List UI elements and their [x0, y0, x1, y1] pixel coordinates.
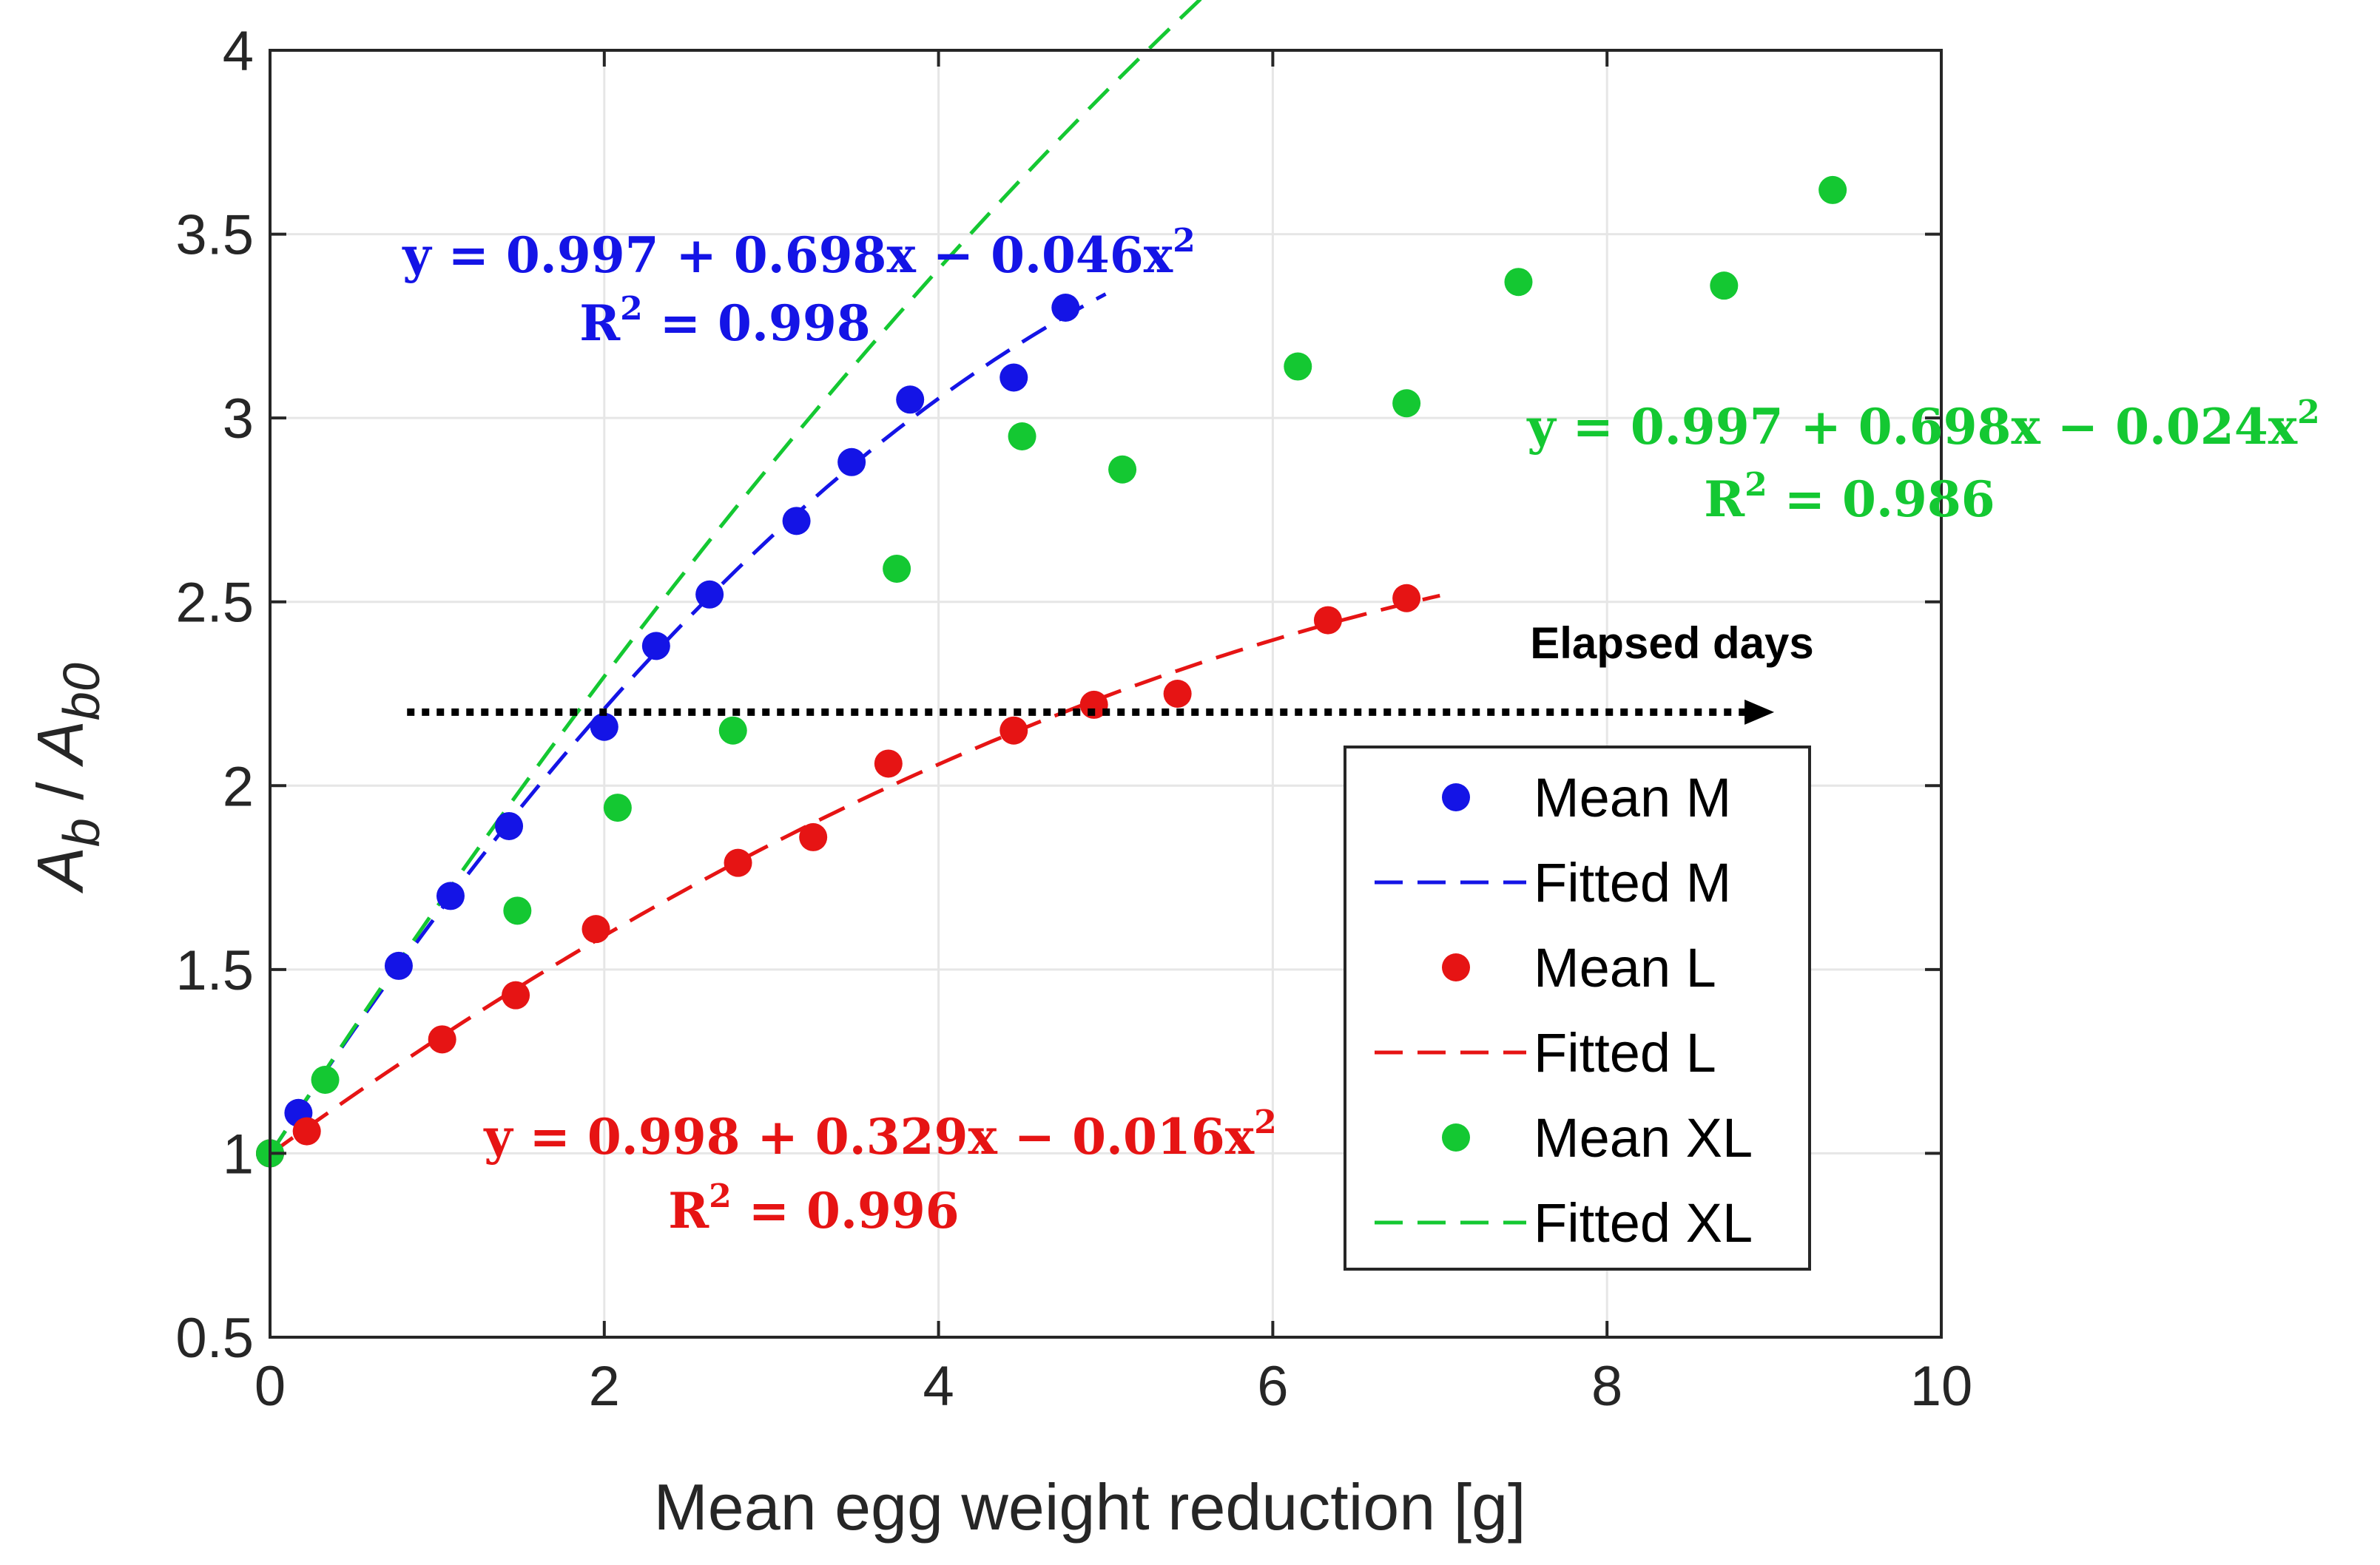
fitted-curves	[268, 0, 1440, 1156]
point-series-0	[999, 363, 1028, 392]
legend-marker-1	[1442, 953, 1470, 981]
point-series-1	[428, 1025, 456, 1054]
r-squared-superscript: 2	[1744, 466, 1767, 504]
annotation-label: Elapsed days	[1530, 618, 1814, 668]
y-tick-label: 0.5	[175, 1307, 254, 1370]
point-series-2	[1818, 175, 1847, 204]
fit-line-2	[268, 0, 1203, 1156]
x-tick-label: 6	[1257, 1355, 1288, 1418]
legend-marker-2	[1442, 1123, 1470, 1152]
point-series-0	[1051, 294, 1080, 322]
r-squared-1: R2 = 0.996	[668, 1177, 959, 1240]
legend-box	[1344, 746, 1811, 1271]
y-tick-label: 4	[223, 20, 254, 83]
point-series-0	[896, 385, 925, 414]
point-series-1	[874, 749, 903, 778]
x-tick-label: 8	[1591, 1355, 1622, 1418]
r-squared-value: = 0.998	[643, 294, 871, 352]
annotation-arrowhead	[1744, 699, 1775, 725]
legend-marker-0	[1442, 783, 1470, 811]
point-series-1	[502, 981, 530, 1010]
plot-frame	[269, 49, 1943, 1339]
point-series-1	[799, 822, 828, 851]
r-squared-symbol: R	[1704, 470, 1745, 528]
r-squared-0: R2 = 0.998	[579, 290, 870, 352]
x-tick-label: 2	[589, 1355, 620, 1418]
point-series-1	[581, 915, 610, 944]
point-series-1	[1079, 690, 1108, 719]
point-series-0	[782, 507, 811, 535]
elapsed-days-annotation: Elapsed days	[407, 618, 1814, 725]
equation-2: y = 0.997 + 0.698x − 0.024x2	[1526, 393, 2319, 456]
point-series-1	[1392, 584, 1421, 612]
point-series-1	[1163, 680, 1192, 708]
point-series-2	[1504, 268, 1533, 297]
y-tick-label: 2.5	[175, 572, 254, 635]
point-series-0	[641, 632, 670, 660]
legend-label-mean-2: Mean XL	[1534, 1107, 1753, 1169]
point-series-1	[292, 1117, 321, 1146]
axis-ticks: 0 2 4 6 8 10 0.5 1 1.5 2 2.5 3 3.5 4	[175, 20, 1972, 1418]
equation-text: y = 0.998 + 0.329x − 0.016x	[483, 1108, 1254, 1166]
equation-text: y = 0.997 + 0.698x − 0.024x	[1526, 398, 2297, 456]
legend-label-fit-2: Fitted XL	[1534, 1192, 1753, 1254]
y-tick-label: 3	[223, 388, 254, 450]
r-squared-value: = 0.986	[1767, 470, 1995, 528]
point-series-2	[718, 716, 747, 745]
point-series-1	[1313, 606, 1342, 635]
point-series-2	[883, 554, 911, 583]
point-series-2	[1108, 455, 1137, 484]
point-series-0	[495, 811, 524, 840]
y-tick-label: 1	[223, 1123, 254, 1186]
equation-1: y = 0.998 + 0.329x − 0.016x2	[483, 1103, 1276, 1166]
y-axis-title: Ab / Ab0	[24, 663, 110, 894]
point-series-2	[1008, 422, 1036, 450]
data-points	[256, 175, 1847, 1168]
point-series-2	[1710, 271, 1739, 300]
point-series-2	[1392, 389, 1421, 418]
x-tick-label: 4	[923, 1355, 954, 1418]
legend-label-fit-0: Fitted M	[1534, 852, 1731, 913]
legend-label-mean-1: Mean L	[1534, 937, 1716, 998]
legend-label-fit-1: Fitted L	[1534, 1022, 1716, 1084]
y-tick-label: 3.5	[175, 204, 254, 267]
fit-line-1	[269, 593, 1440, 1156]
legend: Mean M Fitted M Mean L Fitted L Mean XL Fitte…	[1344, 746, 1811, 1271]
y-tick-label: 1.5	[175, 939, 254, 1002]
equation-superscript: 2	[2297, 393, 2320, 431]
x-tick-label: 0	[254, 1355, 286, 1418]
r-squared-superscript: 2	[709, 1177, 732, 1215]
x-tick-label: 10	[1910, 1355, 1973, 1418]
point-series-1	[999, 716, 1028, 745]
y-tick-label: 2	[223, 755, 254, 818]
point-series-2	[603, 794, 632, 822]
equation-0: y = 0.997 + 0.698x − 0.046x2	[402, 222, 1195, 284]
point-series-0	[436, 882, 465, 910]
point-series-1	[724, 848, 752, 877]
r-squared-2: R2 = 0.986	[1704, 466, 1995, 528]
point-series-2	[311, 1066, 340, 1094]
r-squared-symbol: R	[579, 294, 621, 352]
point-series-2	[1284, 352, 1312, 381]
equation-superscript: 2	[1173, 222, 1196, 260]
r-squared-symbol: R	[668, 1182, 709, 1240]
x-axis-title: Mean egg weight reduction [g]	[654, 1470, 1526, 1544]
r-squared-superscript: 2	[620, 290, 643, 328]
point-series-0	[695, 580, 724, 609]
point-series-0	[590, 712, 618, 741]
point-series-0	[384, 951, 413, 980]
equation-text: y = 0.997 + 0.698x − 0.046x	[402, 226, 1173, 284]
legend-label-mean-0: Mean M	[1534, 767, 1731, 828]
point-series-2	[503, 896, 532, 925]
r-squared-value: = 0.996	[732, 1182, 960, 1240]
fit-line-0	[268, 292, 1107, 1156]
point-series-0	[837, 447, 866, 476]
equation-superscript: 2	[1254, 1103, 1277, 1141]
